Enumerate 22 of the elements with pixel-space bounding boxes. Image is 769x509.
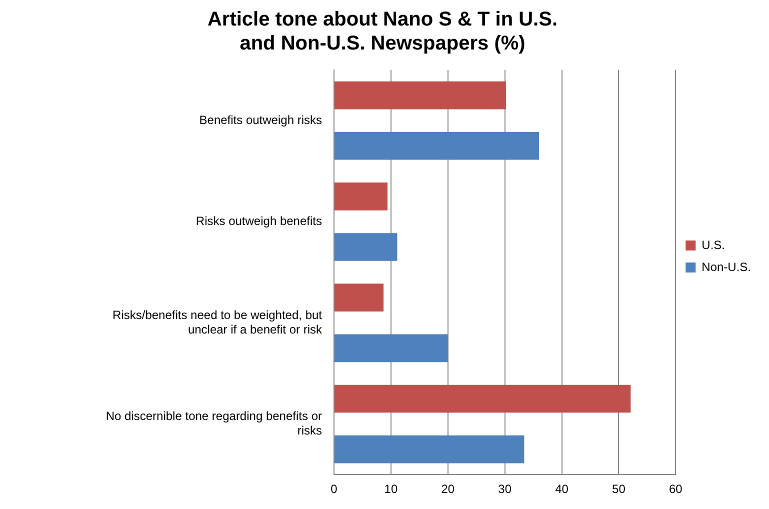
y-tick-label: Benefits outweigh risks [199, 112, 322, 127]
y-tick-label: Risks outweigh benefits [196, 214, 322, 228]
chart-title: Article tone about Nano S & T in U.S. and Non-U.S. Newspapers (%) [207, 8, 558, 55]
bar [334, 132, 539, 160]
bar [334, 182, 388, 210]
bar [334, 384, 631, 413]
bar [334, 81, 506, 110]
x-tick-label: 50 [612, 482, 626, 496]
x-tick-label: 60 [668, 482, 683, 496]
x-tick-label: 40 [555, 482, 569, 496]
legend-label: U.S. [702, 238, 725, 252]
x-tick-label: 20 [441, 482, 455, 496]
bar [334, 334, 448, 362]
x-tick-label: 0 [330, 482, 338, 496]
bar [334, 284, 384, 312]
x-tick-label: 10 [384, 482, 398, 496]
y-tick-label: No discernible tone regarding benefits or risks [106, 409, 322, 438]
bar [334, 435, 524, 464]
x-tick-label: 30 [498, 482, 512, 496]
y-tick-label: Risks/benefits need to be weighted, but unclear if a benefit or risk [112, 308, 323, 336]
bar [334, 233, 398, 261]
legend-label: Non-U.S. [702, 260, 752, 274]
